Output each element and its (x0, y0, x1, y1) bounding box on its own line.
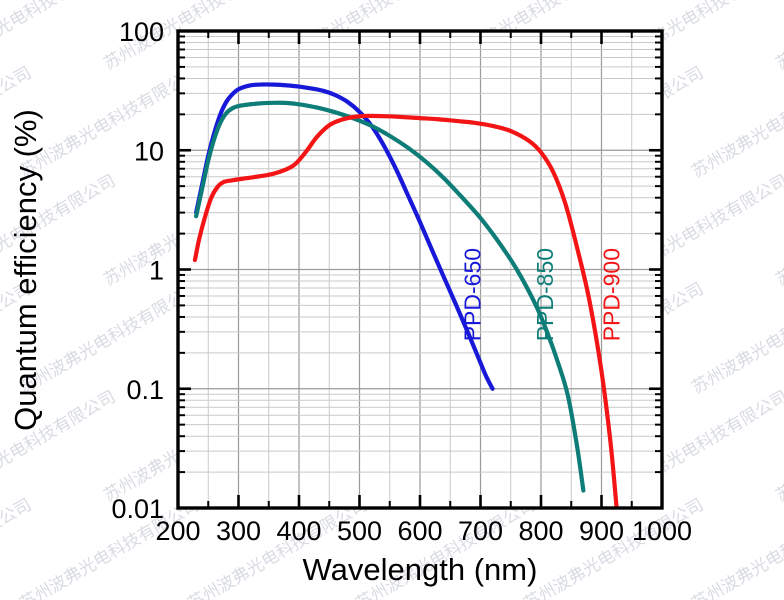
x-axis-title: Wavelength (nm) (303, 552, 538, 587)
x-tick-label: 800 (518, 516, 563, 546)
x-tick-label: 700 (458, 516, 503, 546)
y-axis-title: Quantum efficiency (%) (8, 109, 43, 431)
curve-ppd-900 (192, 113, 619, 508)
x-tick-label: 600 (397, 516, 442, 546)
y-tick-label: 10 (134, 136, 164, 166)
curve-ppd-650 (194, 82, 495, 391)
x-tick-label: 900 (579, 516, 624, 546)
x-tick-label: 300 (216, 516, 261, 546)
ticks-layer (176, 29, 664, 510)
series-inline-labels: PPD-650 PPD-850 PPD-900 (460, 248, 625, 341)
y-tick-label: 1 (149, 256, 164, 286)
x-tick-label: 200 (155, 516, 200, 546)
y-tick-label: 0.1 (126, 375, 164, 405)
series-label-ppd-900: PPD-900 (599, 248, 625, 341)
curves-layer (192, 82, 619, 508)
x-tick-label: 500 (337, 516, 382, 546)
x-tick-labels: 200 300 400 500 600 700 800 900 1000 (155, 516, 692, 546)
y-tick-label: 100 (119, 17, 164, 47)
series-label-ppd-650: PPD-650 (460, 248, 486, 341)
series-label-ppd-850: PPD-850 (532, 248, 558, 341)
x-tick-label: 1000 (632, 516, 692, 546)
x-tick-label: 400 (276, 516, 321, 546)
y-tick-labels: 0.01 0.1 1 10 100 (111, 17, 164, 524)
grid-layer (178, 31, 662, 508)
y-tick-label: 0.01 (111, 494, 164, 524)
